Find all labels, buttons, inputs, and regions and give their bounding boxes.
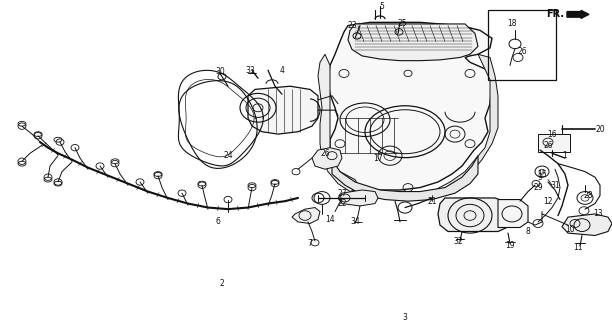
FancyArrow shape bbox=[567, 10, 589, 18]
Text: 1: 1 bbox=[562, 151, 567, 160]
Polygon shape bbox=[438, 198, 515, 231]
Text: 32: 32 bbox=[453, 236, 463, 245]
Text: 26: 26 bbox=[517, 47, 527, 56]
Polygon shape bbox=[332, 156, 478, 201]
Text: 5: 5 bbox=[379, 2, 384, 11]
Circle shape bbox=[56, 139, 64, 145]
Text: 13: 13 bbox=[593, 209, 603, 219]
Text: 18: 18 bbox=[507, 20, 517, 28]
Text: 34: 34 bbox=[350, 217, 360, 227]
Text: 31: 31 bbox=[550, 181, 560, 190]
Text: 26: 26 bbox=[543, 141, 553, 150]
Circle shape bbox=[532, 180, 540, 187]
Bar bbox=[538, 134, 570, 152]
Polygon shape bbox=[338, 190, 378, 206]
Text: 7: 7 bbox=[308, 239, 313, 248]
Polygon shape bbox=[348, 24, 478, 61]
Text: 21: 21 bbox=[427, 197, 437, 206]
Circle shape bbox=[311, 239, 319, 246]
Text: 27: 27 bbox=[337, 189, 347, 198]
Text: 20: 20 bbox=[595, 125, 605, 134]
Text: 4: 4 bbox=[280, 66, 285, 75]
Text: 9: 9 bbox=[537, 173, 542, 182]
Text: 24: 24 bbox=[223, 151, 233, 160]
Polygon shape bbox=[328, 22, 492, 190]
Circle shape bbox=[96, 163, 104, 169]
Text: 16: 16 bbox=[547, 130, 557, 139]
Text: 25: 25 bbox=[397, 20, 407, 28]
Text: 23: 23 bbox=[347, 21, 357, 30]
Circle shape bbox=[198, 182, 206, 188]
Text: 28: 28 bbox=[583, 191, 593, 200]
Circle shape bbox=[136, 179, 144, 185]
Text: 11: 11 bbox=[573, 243, 583, 252]
Circle shape bbox=[224, 196, 232, 203]
Text: 30: 30 bbox=[215, 67, 225, 76]
Circle shape bbox=[18, 123, 26, 129]
Text: 3: 3 bbox=[403, 313, 408, 320]
Circle shape bbox=[71, 145, 79, 151]
Text: FR.: FR. bbox=[546, 9, 564, 20]
Text: 17: 17 bbox=[373, 154, 383, 163]
Circle shape bbox=[533, 220, 543, 228]
Text: 29: 29 bbox=[533, 183, 543, 192]
Polygon shape bbox=[562, 214, 612, 236]
Circle shape bbox=[54, 179, 62, 185]
Circle shape bbox=[248, 184, 256, 191]
Polygon shape bbox=[248, 86, 318, 134]
Polygon shape bbox=[292, 208, 320, 223]
Bar bbox=[488, 10, 556, 80]
Polygon shape bbox=[312, 148, 342, 169]
Circle shape bbox=[34, 132, 42, 139]
Polygon shape bbox=[435, 54, 498, 196]
Circle shape bbox=[111, 160, 119, 167]
Text: 8: 8 bbox=[526, 227, 531, 236]
Circle shape bbox=[178, 190, 186, 196]
Text: 26: 26 bbox=[320, 149, 330, 158]
Circle shape bbox=[271, 180, 279, 187]
Circle shape bbox=[18, 158, 26, 164]
Text: 14: 14 bbox=[325, 215, 335, 224]
Polygon shape bbox=[498, 200, 528, 228]
Text: 33: 33 bbox=[245, 66, 255, 75]
Circle shape bbox=[154, 172, 162, 179]
Text: 22: 22 bbox=[337, 199, 347, 208]
Text: 10: 10 bbox=[565, 225, 575, 234]
Circle shape bbox=[579, 207, 589, 215]
Circle shape bbox=[44, 174, 52, 180]
Text: 19: 19 bbox=[505, 241, 515, 250]
Text: 15: 15 bbox=[537, 170, 547, 179]
Text: 12: 12 bbox=[543, 197, 553, 206]
Text: 6: 6 bbox=[215, 217, 220, 227]
Polygon shape bbox=[318, 54, 360, 192]
Text: 2: 2 bbox=[220, 279, 225, 288]
